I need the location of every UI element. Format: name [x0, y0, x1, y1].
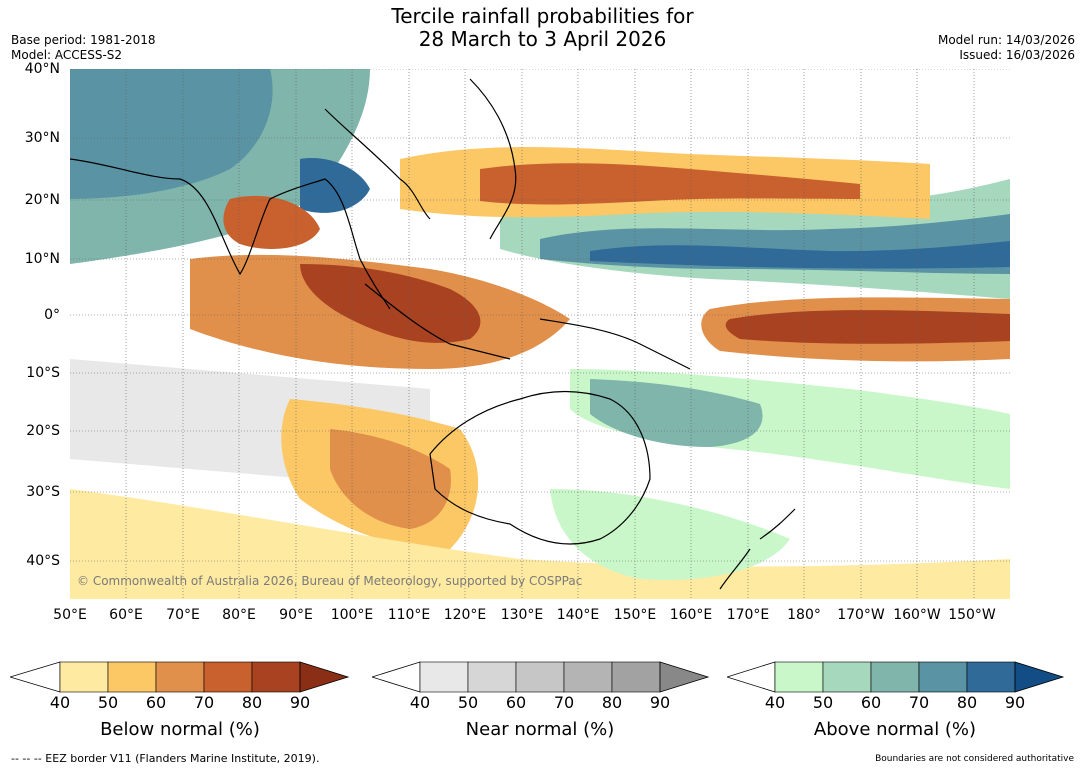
lon-tick-110e: 110°E [387, 607, 431, 623]
model-text: Model: ACCESS-S2 [11, 48, 123, 62]
base-period-text: Base period: 1981-2018 [11, 33, 156, 47]
lon-tick-150w: 150°W [948, 607, 996, 623]
above-normal-colorbar [727, 661, 1065, 693]
near-tick-50: 50 [457, 693, 479, 712]
above-tick-60: 60 [860, 693, 882, 712]
above-colorbar-high-arrow [1014, 661, 1065, 693]
lon-tick-70e: 70°E [166, 607, 200, 623]
near-normal-colorbar [372, 661, 710, 693]
new-zealand-coast [719, 508, 796, 590]
below-colorbar-low-arrow [10, 661, 61, 693]
lon-tick-90e: 90°E [279, 607, 313, 623]
near-colorbar-low-arrow [372, 661, 421, 693]
above-colorbar-label: Above normal (%) [813, 719, 977, 740]
lat-tick-10s: 10°S [26, 365, 60, 381]
new-guinea-coast [539, 318, 691, 370]
lon-tick-50e: 50°E [53, 607, 87, 623]
lat-tick-30n: 30°N [24, 130, 60, 146]
below-tick-90: 90 [289, 693, 311, 712]
near-tick-40: 40 [409, 693, 431, 712]
graticule [70, 69, 1010, 599]
below-normal-colorbar [10, 661, 350, 693]
above-tick-70: 70 [908, 693, 930, 712]
australia-coast [429, 390, 651, 545]
coastlines [70, 78, 796, 590]
eez-border-note: -- -- -- EEZ border V11 (Flanders Marine… [11, 752, 320, 765]
lon-tick-80e: 80°E [222, 607, 256, 623]
above-tick-90: 90 [1004, 693, 1026, 712]
lat-tick-20n: 20°N [24, 192, 60, 208]
lon-tick-120e: 120°E [443, 607, 487, 623]
lon-tick-130e: 130°E [500, 607, 544, 623]
near-tick-70: 70 [553, 693, 575, 712]
lon-tick-160e: 160°E [669, 607, 713, 623]
lat-tick-equator: 0° [44, 307, 60, 323]
lon-tick-140e: 140°E [556, 607, 600, 623]
probability-fields [70, 69, 1010, 599]
near-tick-80: 80 [601, 693, 623, 712]
lon-tick-160w: 160°W [893, 607, 941, 623]
below-tick-60: 60 [145, 693, 167, 712]
indonesia-coast [364, 283, 511, 360]
boundaries-disclaimer: Boundaries are not considered authoritat… [875, 754, 1074, 764]
near-tick-90: 90 [649, 693, 671, 712]
lat-tick-10n: 10°N [24, 251, 60, 267]
below-tick-80: 80 [241, 693, 263, 712]
lon-tick-100e: 100°E [330, 607, 374, 623]
lon-tick-180: 180° [787, 607, 821, 623]
lon-tick-60e: 60°E [109, 607, 143, 623]
east-asia-coast [324, 108, 431, 220]
lon-tick-150e: 150°E [613, 607, 657, 623]
model-run-text: Model run: 14/03/2026 [937, 33, 1075, 47]
below-colorbar-label: Below normal (%) [100, 719, 260, 740]
near-colorbar-label: Near normal (%) [465, 719, 615, 740]
below-tick-70: 70 [193, 693, 215, 712]
lat-tick-20s: 20°S [26, 423, 60, 439]
china-coast [469, 78, 517, 240]
map-title-line1: Tercile rainfall probabilities for [391, 4, 694, 28]
above-tick-40: 40 [764, 693, 786, 712]
south-asia-coast [70, 158, 391, 310]
above-tick-50: 50 [812, 693, 834, 712]
forecast-map: © Commonwealth of Australia 2026, Bureau… [70, 69, 1010, 599]
map-copyright-text: © Commonwealth of Australia 2026, Bureau… [77, 574, 583, 588]
near-tick-60: 60 [505, 693, 527, 712]
issued-text: Issued: 16/03/2026 [959, 48, 1075, 62]
above-tick-80: 80 [956, 693, 978, 712]
map-title-line2: 28 March to 3 April 2026 [418, 27, 667, 51]
below-colorbar-high-arrow [299, 661, 350, 693]
lon-tick-170e: 170°E [726, 607, 770, 623]
below-tick-40: 40 [49, 693, 71, 712]
below-tick-50: 50 [97, 693, 119, 712]
lat-tick-40n: 40°N [24, 61, 60, 77]
lat-tick-40s: 40°S [26, 553, 60, 569]
near-colorbar-high-arrow [659, 661, 710, 693]
lon-tick-170w: 170°W [837, 607, 885, 623]
above-colorbar-low-arrow [727, 661, 776, 693]
lat-tick-30s: 30°S [26, 484, 60, 500]
